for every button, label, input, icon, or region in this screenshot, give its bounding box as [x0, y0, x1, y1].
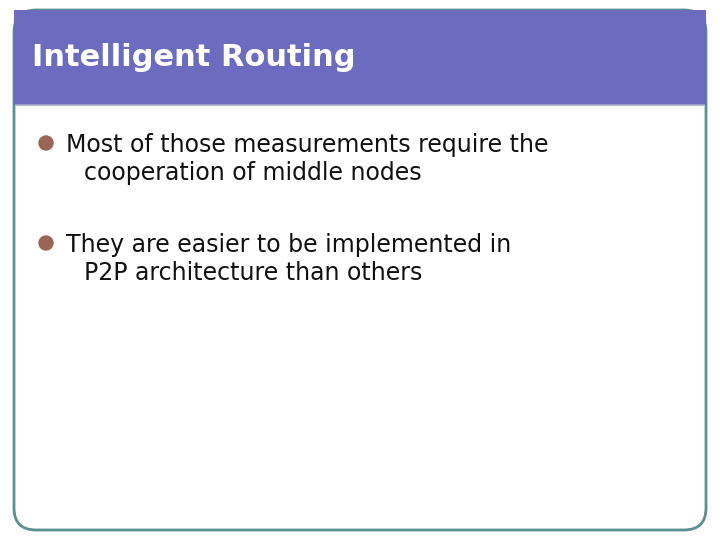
Circle shape — [39, 236, 53, 250]
FancyBboxPatch shape — [14, 10, 706, 105]
Bar — [14, 10, 706, 105]
Text: Intelligent Routing: Intelligent Routing — [32, 43, 356, 72]
Text: cooperation of middle nodes: cooperation of middle nodes — [84, 161, 422, 185]
FancyBboxPatch shape — [14, 10, 706, 530]
Text: P2P architecture than others: P2P architecture than others — [84, 261, 423, 285]
Text: They are easier to be implemented in: They are easier to be implemented in — [66, 233, 511, 257]
Bar — [14, 57, 706, 105]
Text: Most of those measurements require the: Most of those measurements require the — [66, 133, 549, 157]
Circle shape — [39, 136, 53, 150]
